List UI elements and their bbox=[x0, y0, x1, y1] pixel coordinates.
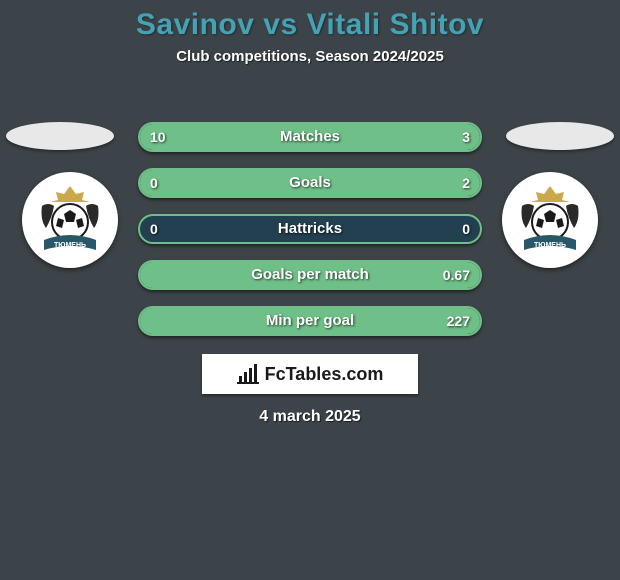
stat-row-min-per-goal: Min per goal 227 bbox=[138, 306, 482, 336]
player-avatar-left bbox=[6, 122, 114, 150]
player-avatar-right bbox=[506, 122, 614, 150]
stats-panel: 10 Matches 3 0 Goals 2 0 Hattricks 0 Goa… bbox=[138, 122, 482, 352]
brand-label: FcTables.com bbox=[265, 364, 384, 385]
stat-value-right: 0 bbox=[462, 216, 470, 242]
club-crest-icon: ТЮМЕНЬ bbox=[30, 180, 110, 260]
bar-chart-icon bbox=[237, 364, 259, 384]
stat-value-right: 227 bbox=[447, 308, 470, 334]
stat-row-matches: 10 Matches 3 bbox=[138, 122, 482, 152]
page-title: Savinov vs Vitali Shitov bbox=[0, 0, 620, 42]
stat-label: Matches bbox=[140, 124, 480, 150]
stat-label: Hattricks bbox=[140, 216, 480, 242]
stat-row-goals: 0 Goals 2 bbox=[138, 168, 482, 198]
stat-label: Goals bbox=[140, 170, 480, 196]
club-badge-left: ТЮМЕНЬ bbox=[22, 172, 118, 268]
stat-row-goals-per-match: Goals per match 0.67 bbox=[138, 260, 482, 290]
date-label: 4 march 2025 bbox=[0, 408, 620, 426]
subtitle: Club competitions, Season 2024/2025 bbox=[0, 48, 620, 65]
svg-text:ТЮМЕНЬ: ТЮМЕНЬ bbox=[534, 242, 566, 249]
stat-value-right: 3 bbox=[462, 124, 470, 150]
brand-box[interactable]: FcTables.com bbox=[202, 354, 418, 394]
club-badge-right: ТЮМЕНЬ bbox=[502, 172, 598, 268]
club-crest-icon: ТЮМЕНЬ bbox=[510, 180, 590, 260]
stat-row-hattricks: 0 Hattricks 0 bbox=[138, 214, 482, 244]
comparison-card: Savinov vs Vitali Shitov Club competitio… bbox=[0, 0, 620, 580]
stat-label: Min per goal bbox=[140, 308, 480, 334]
stat-label: Goals per match bbox=[140, 262, 480, 288]
svg-text:ТЮМЕНЬ: ТЮМЕНЬ bbox=[54, 242, 86, 249]
stat-value-right: 0.67 bbox=[443, 262, 470, 288]
stat-value-right: 2 bbox=[462, 170, 470, 196]
